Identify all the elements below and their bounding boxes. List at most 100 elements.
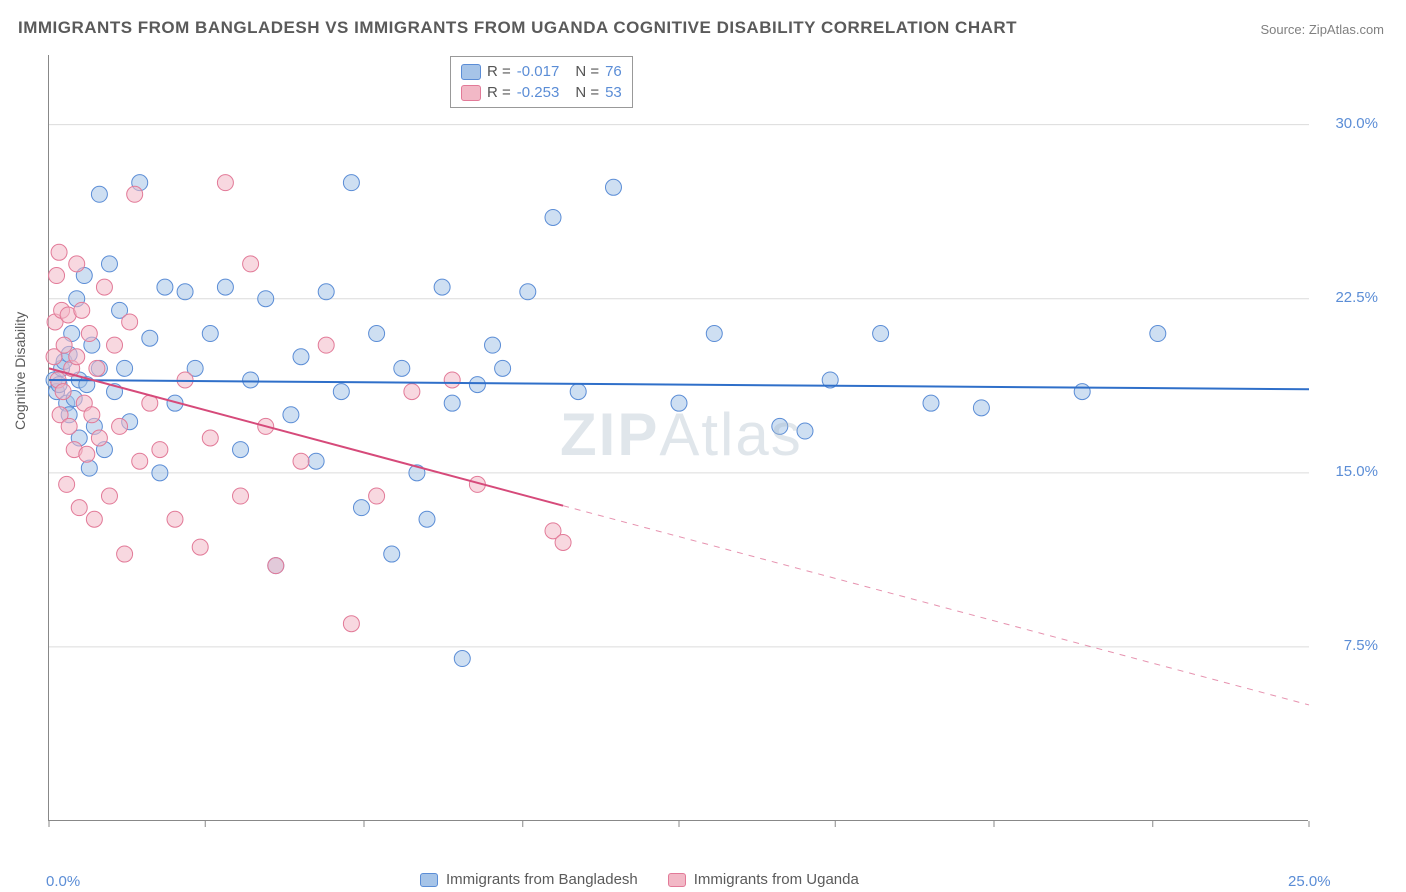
scatter-point-uganda bbox=[79, 446, 95, 462]
trend-line-uganda-extrapolated bbox=[563, 506, 1309, 705]
scatter-point-uganda bbox=[233, 488, 249, 504]
legend-n-label: N = bbox=[575, 84, 599, 101]
swatch-uganda-icon bbox=[461, 85, 481, 101]
chart-title: IMMIGRANTS FROM BANGLADESH VS IMMIGRANTS… bbox=[18, 18, 1017, 38]
scatter-point-uganda bbox=[293, 453, 309, 469]
scatter-point-bangladesh bbox=[772, 418, 788, 434]
scatter-point-bangladesh bbox=[570, 384, 586, 400]
swatch-bangladesh-icon bbox=[461, 64, 481, 80]
scatter-point-uganda bbox=[112, 418, 128, 434]
scatter-point-uganda bbox=[117, 546, 133, 562]
scatter-point-bangladesh bbox=[520, 284, 536, 300]
scatter-point-bangladesh bbox=[469, 377, 485, 393]
legend-n-label: N = bbox=[575, 63, 599, 80]
legend-r-label: R = bbox=[487, 84, 511, 101]
scatter-point-bangladesh bbox=[973, 400, 989, 416]
legend-row-uganda: R = -0.253 N = 53 bbox=[461, 82, 622, 103]
scatter-point-uganda bbox=[122, 314, 138, 330]
swatch-uganda-icon bbox=[668, 873, 686, 887]
scatter-point-uganda bbox=[84, 407, 100, 423]
scatter-point-bangladesh bbox=[283, 407, 299, 423]
scatter-point-bangladesh bbox=[308, 453, 324, 469]
scatter-point-bangladesh bbox=[177, 284, 193, 300]
scatter-point-bangladesh bbox=[353, 500, 369, 516]
scatter-point-bangladesh bbox=[394, 360, 410, 376]
scatter-point-uganda bbox=[167, 511, 183, 527]
scatter-point-uganda bbox=[59, 476, 75, 492]
scatter-point-uganda bbox=[192, 539, 208, 555]
scatter-point-bangladesh bbox=[1150, 326, 1166, 342]
chart-svg bbox=[49, 55, 1308, 820]
correlation-legend: R = -0.017 N = 76 R = -0.253 N = 53 bbox=[450, 56, 633, 108]
scatter-point-bangladesh bbox=[333, 384, 349, 400]
scatter-point-bangladesh bbox=[434, 279, 450, 295]
scatter-point-bangladesh bbox=[217, 279, 233, 295]
scatter-point-bangladesh bbox=[343, 175, 359, 191]
scatter-point-uganda bbox=[404, 384, 420, 400]
scatter-point-bangladesh bbox=[117, 360, 133, 376]
scatter-point-bangladesh bbox=[142, 330, 158, 346]
legend-label: Immigrants from Bangladesh bbox=[446, 871, 638, 888]
scatter-point-uganda bbox=[343, 616, 359, 632]
source-attribution: Source: ZipAtlas.com bbox=[1260, 22, 1384, 37]
y-tick-label: 30.0% bbox=[1335, 115, 1378, 132]
legend-label: Immigrants from Uganda bbox=[694, 871, 859, 888]
trend-line-uganda bbox=[49, 368, 563, 505]
scatter-point-uganda bbox=[51, 244, 67, 260]
scatter-point-uganda bbox=[91, 430, 107, 446]
scatter-point-uganda bbox=[243, 256, 259, 272]
scatter-point-uganda bbox=[444, 372, 460, 388]
scatter-point-uganda bbox=[69, 349, 85, 365]
scatter-point-bangladesh bbox=[202, 326, 218, 342]
scatter-point-uganda bbox=[555, 534, 571, 550]
legend-n-value: 53 bbox=[605, 84, 622, 101]
scatter-point-bangladesh bbox=[444, 395, 460, 411]
scatter-point-uganda bbox=[202, 430, 218, 446]
scatter-point-uganda bbox=[69, 256, 85, 272]
y-axis-label: Cognitive Disability bbox=[12, 312, 28, 430]
scatter-point-uganda bbox=[107, 337, 123, 353]
trend-line-bangladesh bbox=[49, 380, 1309, 389]
legend-r-value: -0.253 bbox=[517, 84, 560, 101]
scatter-point-bangladesh bbox=[797, 423, 813, 439]
scatter-point-uganda bbox=[74, 302, 90, 318]
scatter-point-uganda bbox=[55, 384, 71, 400]
scatter-point-bangladesh bbox=[318, 284, 334, 300]
scatter-point-bangladesh bbox=[1074, 384, 1090, 400]
scatter-point-uganda bbox=[56, 337, 72, 353]
scatter-point-uganda bbox=[101, 488, 117, 504]
scatter-point-bangladesh bbox=[706, 326, 722, 342]
scatter-point-bangladesh bbox=[91, 186, 107, 202]
scatter-point-bangladesh bbox=[369, 326, 385, 342]
x-min-label: 0.0% bbox=[46, 873, 80, 890]
y-tick-label: 7.5% bbox=[1344, 637, 1378, 654]
scatter-point-uganda bbox=[71, 500, 87, 516]
legend-r-label: R = bbox=[487, 63, 511, 80]
scatter-point-uganda bbox=[96, 279, 112, 295]
scatter-point-bangladesh bbox=[923, 395, 939, 411]
scatter-point-bangladesh bbox=[243, 372, 259, 388]
scatter-point-uganda bbox=[152, 442, 168, 458]
scatter-point-uganda bbox=[369, 488, 385, 504]
legend-r-value: -0.017 bbox=[517, 63, 560, 80]
scatter-point-bangladesh bbox=[293, 349, 309, 365]
scatter-point-bangladesh bbox=[485, 337, 501, 353]
scatter-point-bangladesh bbox=[81, 460, 97, 476]
scatter-point-bangladesh bbox=[152, 465, 168, 481]
plot-area bbox=[48, 55, 1308, 821]
scatter-point-uganda bbox=[81, 326, 97, 342]
scatter-point-bangladesh bbox=[384, 546, 400, 562]
scatter-point-uganda bbox=[268, 558, 284, 574]
scatter-point-bangladesh bbox=[495, 360, 511, 376]
scatter-point-bangladesh bbox=[419, 511, 435, 527]
scatter-point-uganda bbox=[217, 175, 233, 191]
scatter-point-bangladesh bbox=[671, 395, 687, 411]
scatter-point-bangladesh bbox=[101, 256, 117, 272]
scatter-point-uganda bbox=[318, 337, 334, 353]
swatch-bangladesh-icon bbox=[420, 873, 438, 887]
scatter-point-bangladesh bbox=[233, 442, 249, 458]
scatter-point-uganda bbox=[127, 186, 143, 202]
scatter-point-bangladesh bbox=[873, 326, 889, 342]
scatter-point-uganda bbox=[89, 360, 105, 376]
legend-item-bangladesh: Immigrants from Bangladesh bbox=[420, 871, 638, 888]
